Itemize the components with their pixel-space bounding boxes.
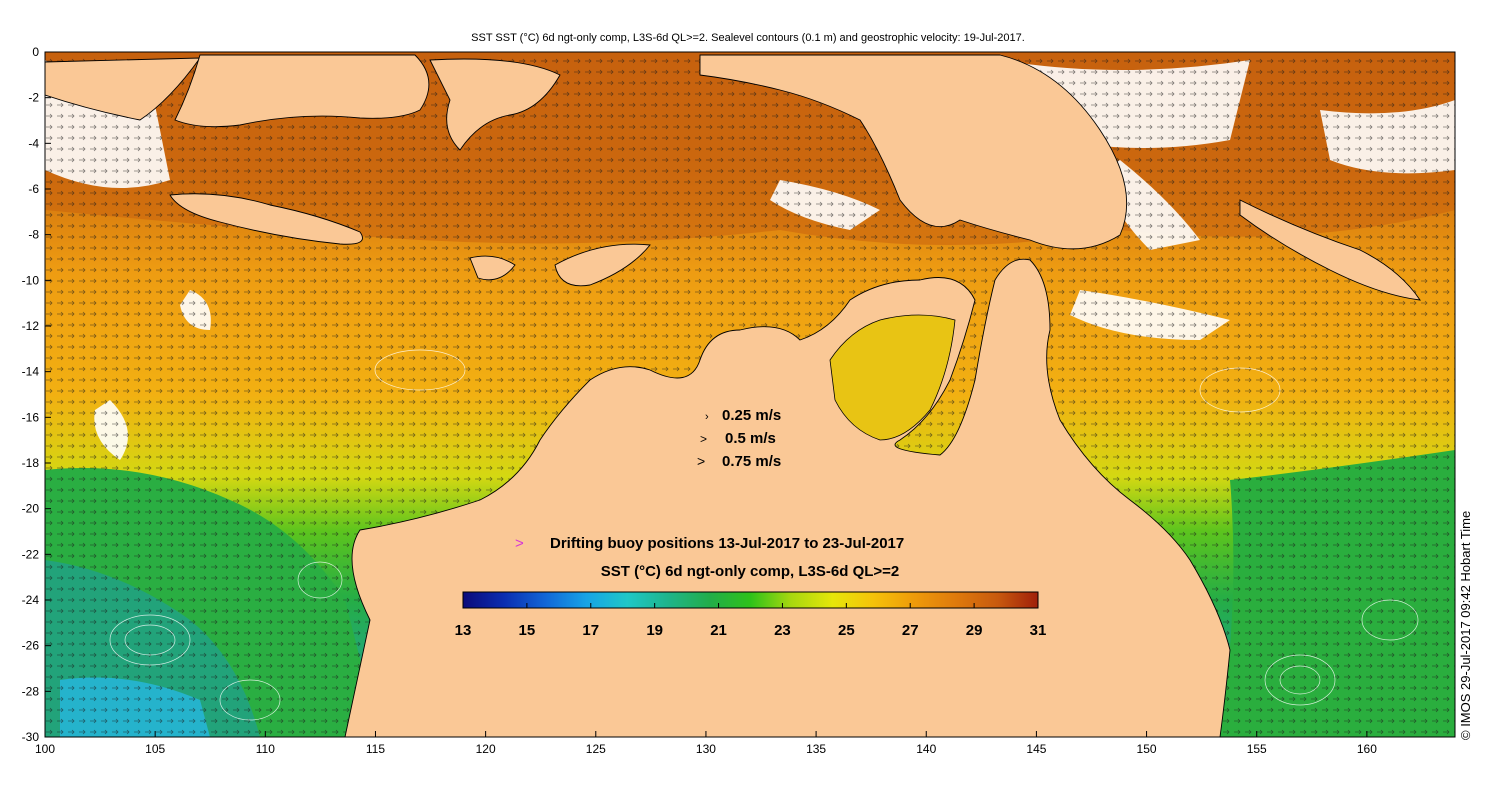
y-tick-label: -24	[22, 593, 40, 607]
x-tick-label: 130	[696, 742, 716, 756]
colorbar-tick-label: 31	[1030, 622, 1047, 639]
y-tick-label: -16	[22, 410, 40, 424]
x-tick-label: 100	[35, 742, 55, 756]
buoy-legend: > Drifting buoy positions 13-Jul-2017 to…	[515, 535, 904, 552]
y-tick-label: -18	[22, 456, 40, 470]
colorbar-tick-label: 13	[455, 622, 472, 639]
land-new-britain	[1239, 199, 1421, 301]
velocity-legend-label-3: 0.75 m/s	[722, 453, 781, 470]
map-area	[45, 52, 1455, 737]
velocity-legend-glyph-1: ›	[705, 411, 709, 423]
colorbar-tick-label: 15	[519, 622, 536, 639]
x-tick-label: 150	[1137, 742, 1157, 756]
land-java	[169, 193, 363, 245]
y-tick-label: -28	[22, 684, 40, 698]
buoy-legend-glyph: >	[515, 535, 524, 552]
velocity-legend-glyph-2: >	[700, 432, 707, 446]
velocity-legend-label-2: 0.5 m/s	[725, 430, 776, 447]
y-tick-label: -30	[22, 730, 40, 744]
x-tick-label: 160	[1357, 742, 1377, 756]
map-frame	[44, 51, 1456, 738]
y-tick-label: -8	[28, 228, 39, 242]
y-axis: 0 -2 -4 -6 -8 -10 -12 -14 -16 -18 -20 -22 -24 -26 -28 -…	[22, 45, 51, 744]
y-tick-label: -6	[28, 182, 39, 196]
land-sulawesi	[429, 58, 561, 151]
colorbar-tick-label: 25	[838, 622, 855, 639]
land-australia	[344, 258, 1231, 737]
x-axis: 100 105 110 115 120 125 130 135 140 145 150 155 160	[35, 731, 1377, 756]
x-tick-label: 145	[1026, 742, 1046, 756]
credit-text: © IMOS 29-Jul-2017 09:42 Hobart Time	[1458, 511, 1473, 740]
velocity-legend-glyph-3: >	[697, 453, 705, 469]
land-sumba	[469, 255, 516, 281]
land-sumatra	[45, 57, 201, 121]
y-tick-label: -12	[22, 319, 40, 333]
x-tick-label: 155	[1247, 742, 1267, 756]
y-tick-label: -10	[22, 273, 40, 287]
colorbar-scale	[462, 591, 1039, 609]
colorbar-tick-label: 19	[646, 622, 663, 639]
colorbar-title: SST (°C) 6d ngt-only comp, L3S-6d QL>=2	[601, 563, 900, 580]
x-tick-label: 135	[806, 742, 826, 756]
y-tick-label: -20	[22, 502, 40, 516]
gulf-of-carpentaria	[829, 314, 956, 441]
land-timor	[554, 243, 651, 287]
colorbar-tick-label: 17	[582, 622, 599, 639]
colorbar: SST (°C) 6d ngt-only comp, L3S-6d QL>=2 …	[455, 563, 1047, 639]
y-tick-label: -4	[28, 136, 39, 150]
colorbar-tick-label: 29	[966, 622, 983, 639]
velocity-legend-label-1: 0.25 m/s	[722, 407, 781, 424]
y-tick-label: 0	[32, 45, 39, 59]
colorbar-tick-label: 21	[710, 622, 727, 639]
x-tick-label: 140	[916, 742, 936, 756]
y-tick-label: -26	[22, 639, 40, 653]
buoy-legend-label: Drifting buoy positions 13-Jul-2017 to 2…	[550, 535, 904, 552]
land-borneo	[174, 54, 430, 128]
sealevel-contours	[109, 349, 1419, 721]
x-tick-label: 120	[476, 742, 496, 756]
x-tick-label: 105	[145, 742, 165, 756]
colorbar-tick-label: 23	[774, 622, 791, 639]
x-tick-label: 125	[586, 742, 606, 756]
x-tick-label: 115	[366, 742, 385, 756]
velocity-legend: › 0.25 m/s > 0.5 m/s > 0.75 m/s	[697, 407, 781, 470]
y-tick-label: -2	[28, 91, 39, 105]
x-tick-label: 110	[256, 742, 275, 756]
land-masses	[45, 54, 1421, 737]
y-tick-label: -22	[22, 547, 40, 561]
figure-title: SST SST (°C) 6d ngt-only comp, L3S-6d QL…	[471, 32, 1025, 44]
colorbar-ticks: 13 15 17 19 21 23 25 27 29 31	[455, 603, 1047, 639]
colorbar-tick-label: 27	[902, 622, 919, 639]
land-new-guinea	[699, 54, 1128, 250]
y-tick-label: -14	[22, 365, 40, 379]
